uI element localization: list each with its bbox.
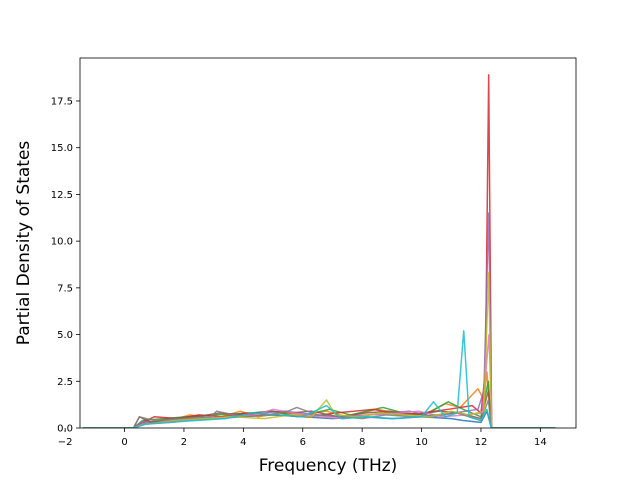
series-line-10	[82, 330, 556, 428]
x-tick-label: 14	[534, 437, 547, 448]
x-tick-label: 10	[415, 437, 428, 448]
x-tick-label: 0	[121, 437, 127, 448]
y-tick-label: 2.5	[57, 377, 73, 388]
x-tick-label: 12	[475, 437, 488, 448]
series-line-9	[82, 272, 556, 428]
y-tick-label: 15.0	[51, 143, 73, 154]
series-layer	[82, 74, 556, 428]
y-tick-label: 7.5	[57, 283, 73, 294]
x-tick-label: 6	[300, 437, 306, 448]
y-tick-label: 10.0	[51, 237, 73, 248]
x-tick-label: 2	[181, 437, 187, 448]
y-tick-label: 5.0	[57, 330, 73, 341]
x-tick-label: 4	[240, 437, 246, 448]
y-tick-label: 17.5	[51, 96, 73, 107]
series-line-6	[82, 389, 556, 428]
y-axis-label: Partial Density of States	[14, 141, 34, 346]
y-axis-ticks: 0.0 2.5 5.0 7.5 10.0 12.5 15.0 17.5	[51, 96, 80, 435]
x-axis-ticks: −2 0 2 4 6 8 10 12 14	[58, 428, 547, 448]
x-tick-label: 8	[359, 437, 365, 448]
x-axis-label: Frequency (THz)	[259, 456, 398, 476]
y-tick-label: 12.5	[51, 190, 73, 201]
y-tick-label: 0.0	[57, 424, 73, 435]
plot-frame	[79, 57, 577, 429]
x-tick-label: −2	[58, 437, 73, 448]
